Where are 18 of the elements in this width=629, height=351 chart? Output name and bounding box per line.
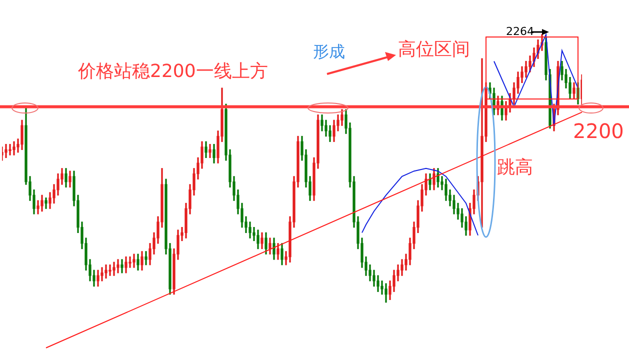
- candlestick: [108, 264, 112, 276]
- candlestick: [104, 264, 108, 279]
- annotation: 2200: [573, 119, 624, 143]
- candlestick: [132, 254, 136, 268]
- candlestick: [8, 144, 12, 156]
- annotation: 价格站稳2200一线上方: [78, 61, 268, 82]
- candlestick: [112, 262, 116, 276]
- annotation: 跳高: [497, 157, 533, 178]
- candlestick: [208, 144, 212, 158]
- annotation: 高位区间: [398, 39, 470, 60]
- candlestick: [4, 144, 8, 158]
- annotation: 2264: [506, 25, 534, 38]
- candlestick: [12, 141, 16, 156]
- annotation: 形成: [313, 42, 345, 61]
- candlestick: [128, 256, 132, 268]
- candlestick: [144, 251, 148, 266]
- candlestick: [116, 259, 120, 274]
- candlestick: [120, 259, 124, 274]
